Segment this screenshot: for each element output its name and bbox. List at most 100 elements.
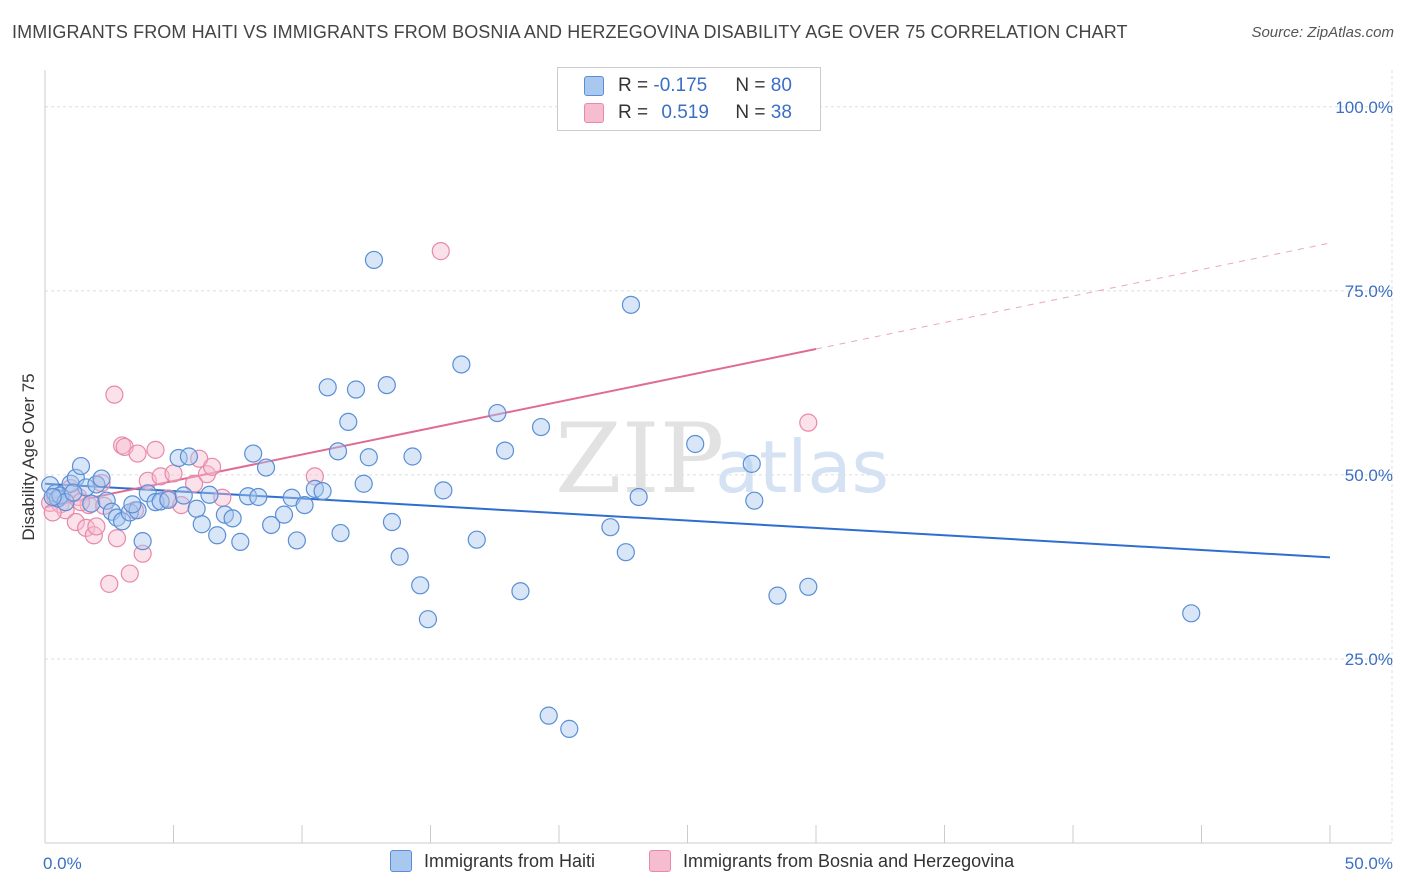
legend-item-haiti[interactable]: Immigrants from Haiti [390,850,595,872]
haiti-point[interactable] [745,491,764,510]
bosnia-point[interactable] [66,512,85,532]
haiti-point[interactable] [174,486,193,505]
haiti-point[interactable] [742,454,761,473]
bosnia-point[interactable] [799,413,818,432]
haiti-point[interactable] [128,501,147,520]
haiti-point[interactable] [390,547,409,566]
haiti-point[interactable] [133,532,152,551]
haiti-point[interactable] [318,378,337,397]
y-tick-label: 50.0% [1345,466,1393,485]
haiti-point[interactable] [328,442,348,461]
x-tick-label: 0.0% [43,854,82,873]
haiti-point[interactable] [208,526,227,545]
bosnia-point[interactable] [107,529,127,548]
haiti-point[interactable] [364,250,384,270]
haiti-point[interactable] [82,494,101,513]
haiti-point[interactable] [359,448,378,467]
haiti-point[interactable] [223,509,242,528]
haiti-point[interactable] [616,543,635,562]
haiti-point[interactable] [799,577,818,596]
haiti-point[interactable] [238,487,258,506]
haiti-point[interactable] [262,515,281,535]
haiti-point[interactable] [231,532,250,551]
source-label: Source: ZipAtlas.com [1251,24,1394,41]
haiti-point[interactable] [511,582,530,601]
haiti-point[interactable] [467,530,486,549]
haiti-point[interactable] [123,495,142,514]
haiti-point[interactable] [97,491,116,510]
haiti-point[interactable] [434,481,453,500]
haiti-point[interactable] [295,495,314,515]
haiti-point[interactable] [274,505,294,524]
haiti-point[interactable] [629,487,648,507]
haiti-point[interactable] [87,475,106,494]
haiti-point[interactable] [686,434,705,454]
haiti-point[interactable] [192,515,211,534]
haiti-point[interactable] [249,487,268,507]
y-tick-label: 75.0% [1345,282,1393,301]
haiti-point[interactable] [418,610,438,629]
bosnia-legend-label: Immigrants from Bosnia and Herzegovina [683,850,1015,871]
bosnia-point[interactable] [202,457,222,476]
y-tick-label: 100.0% [1335,98,1393,117]
bosnia-point[interactable] [87,517,106,536]
bosnia-point[interactable] [100,574,119,593]
bosnia-point[interactable] [431,242,450,261]
haiti-point[interactable] [411,576,430,595]
bosnia-r-value: 0.519 [661,102,709,123]
haiti-trend-line [44,482,1331,559]
legend-item-bosnia[interactable]: Immigrants from Bosnia and Herzegovina [649,850,1014,872]
haiti-point[interactable] [256,458,276,477]
haiti-point[interactable] [354,474,373,493]
haiti-point[interactable] [495,441,515,460]
trend-lines [44,242,1331,559]
haiti-point[interactable] [339,412,358,431]
bosnia-trend-extension [815,242,1331,350]
bosnia-r-label: R = [618,102,654,123]
legend-row-bosnia: R = 0.519 N = 38 [584,100,792,126]
haiti-point[interactable] [313,482,332,501]
haiti-point[interactable] [346,380,366,399]
haiti-point[interactable] [531,417,551,437]
haiti-point[interactable] [403,447,422,466]
haiti-point[interactable] [179,447,199,466]
haiti-legend-swatch [390,850,412,872]
haiti-point[interactable] [377,375,396,395]
bosnia-point[interactable] [43,503,62,522]
bosnia-point[interactable] [305,467,324,486]
x-tick-labels: 0.0% 50.0% [43,854,1393,873]
haiti-point[interactable] [331,523,350,543]
bosnia-swatch [584,103,604,123]
haiti-point[interactable] [64,483,83,502]
haiti-point[interactable] [601,518,620,537]
haiti-point[interactable] [560,719,579,738]
haiti-point[interactable] [200,485,219,504]
haiti-point[interactable] [452,355,471,374]
haiti-point[interactable] [621,295,641,314]
bosnia-point[interactable] [133,544,152,563]
bosnia-point[interactable] [146,440,165,459]
haiti-legend-label: Immigrants from Haiti [424,850,596,871]
bosnia-trend-line [44,348,817,509]
haiti-point[interactable] [43,487,62,507]
bosnia-point[interactable] [164,464,183,483]
haiti-point[interactable] [539,706,558,725]
haiti-point[interactable] [768,586,787,605]
bosnia-point[interactable] [128,444,147,463]
haiti-point[interactable] [151,492,170,511]
bosnia-point[interactable] [105,385,124,404]
haiti-point[interactable] [287,531,306,550]
bosnia-legend-swatch [649,850,671,872]
haiti-point[interactable] [488,403,507,423]
haiti-point[interactable] [1182,604,1201,623]
haiti-point[interactable] [382,512,402,532]
haiti-point[interactable] [244,444,263,463]
bosnia-n-label: N = [735,102,771,123]
haiti-point[interactable] [92,469,111,488]
haiti-point[interactable] [71,456,91,476]
bosnia-point[interactable] [184,474,204,493]
haiti-point[interactable] [187,499,206,518]
haiti-point[interactable] [159,490,178,510]
bosnia-point[interactable] [120,564,139,583]
